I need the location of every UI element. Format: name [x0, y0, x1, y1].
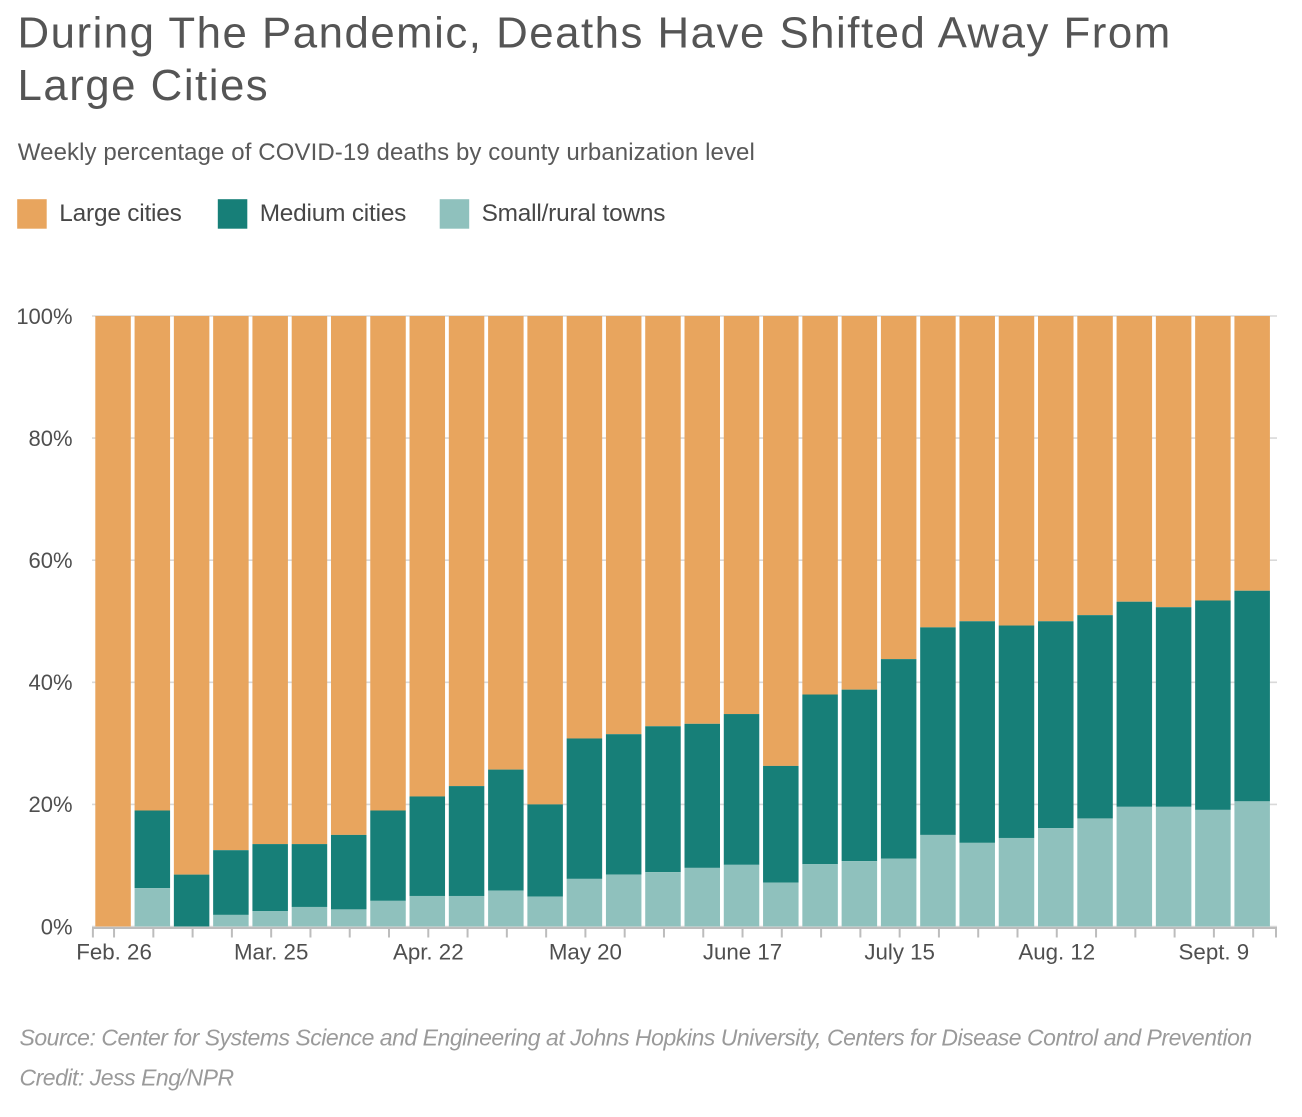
svg-text:Mar. 25: Mar. 25 [234, 940, 308, 965]
svg-text:Source: Center for Systems Sci: Source: Center for Systems Science and E… [20, 1024, 1252, 1050]
svg-text:Feb. 26: Feb. 26 [76, 940, 152, 965]
svg-text:Small/rural towns: Small/rural towns [482, 200, 666, 227]
svg-text:June 17: June 17 [703, 940, 782, 965]
svg-text:80%: 80% [29, 426, 73, 451]
svg-text:40%: 40% [29, 670, 73, 695]
svg-text:July 15: July 15 [864, 940, 935, 965]
svg-text:Apr. 22: Apr. 22 [393, 940, 464, 965]
svg-text:0%: 0% [41, 914, 73, 939]
svg-text:20%: 20% [29, 792, 73, 817]
svg-text:Sept. 9: Sept. 9 [1179, 940, 1250, 965]
svg-text:Large Cities: Large Cities [18, 61, 270, 110]
svg-text:May 20: May 20 [549, 940, 622, 965]
svg-text:60%: 60% [29, 548, 73, 573]
svg-text:Aug. 12: Aug. 12 [1018, 940, 1095, 965]
svg-text:Large cities: Large cities [59, 200, 181, 227]
svg-text:Medium cities: Medium cities [260, 200, 407, 227]
svg-text:During The Pandemic, Deaths Ha: During The Pandemic, Deaths Have Shifted… [18, 8, 1172, 57]
svg-text:Weekly percentage of COVID-19: Weekly percentage of COVID-19 deaths by … [18, 139, 755, 166]
svg-text:100%: 100% [16, 304, 72, 329]
svg-text:Credit: Jess Eng/NPR: Credit: Jess Eng/NPR [20, 1064, 234, 1090]
